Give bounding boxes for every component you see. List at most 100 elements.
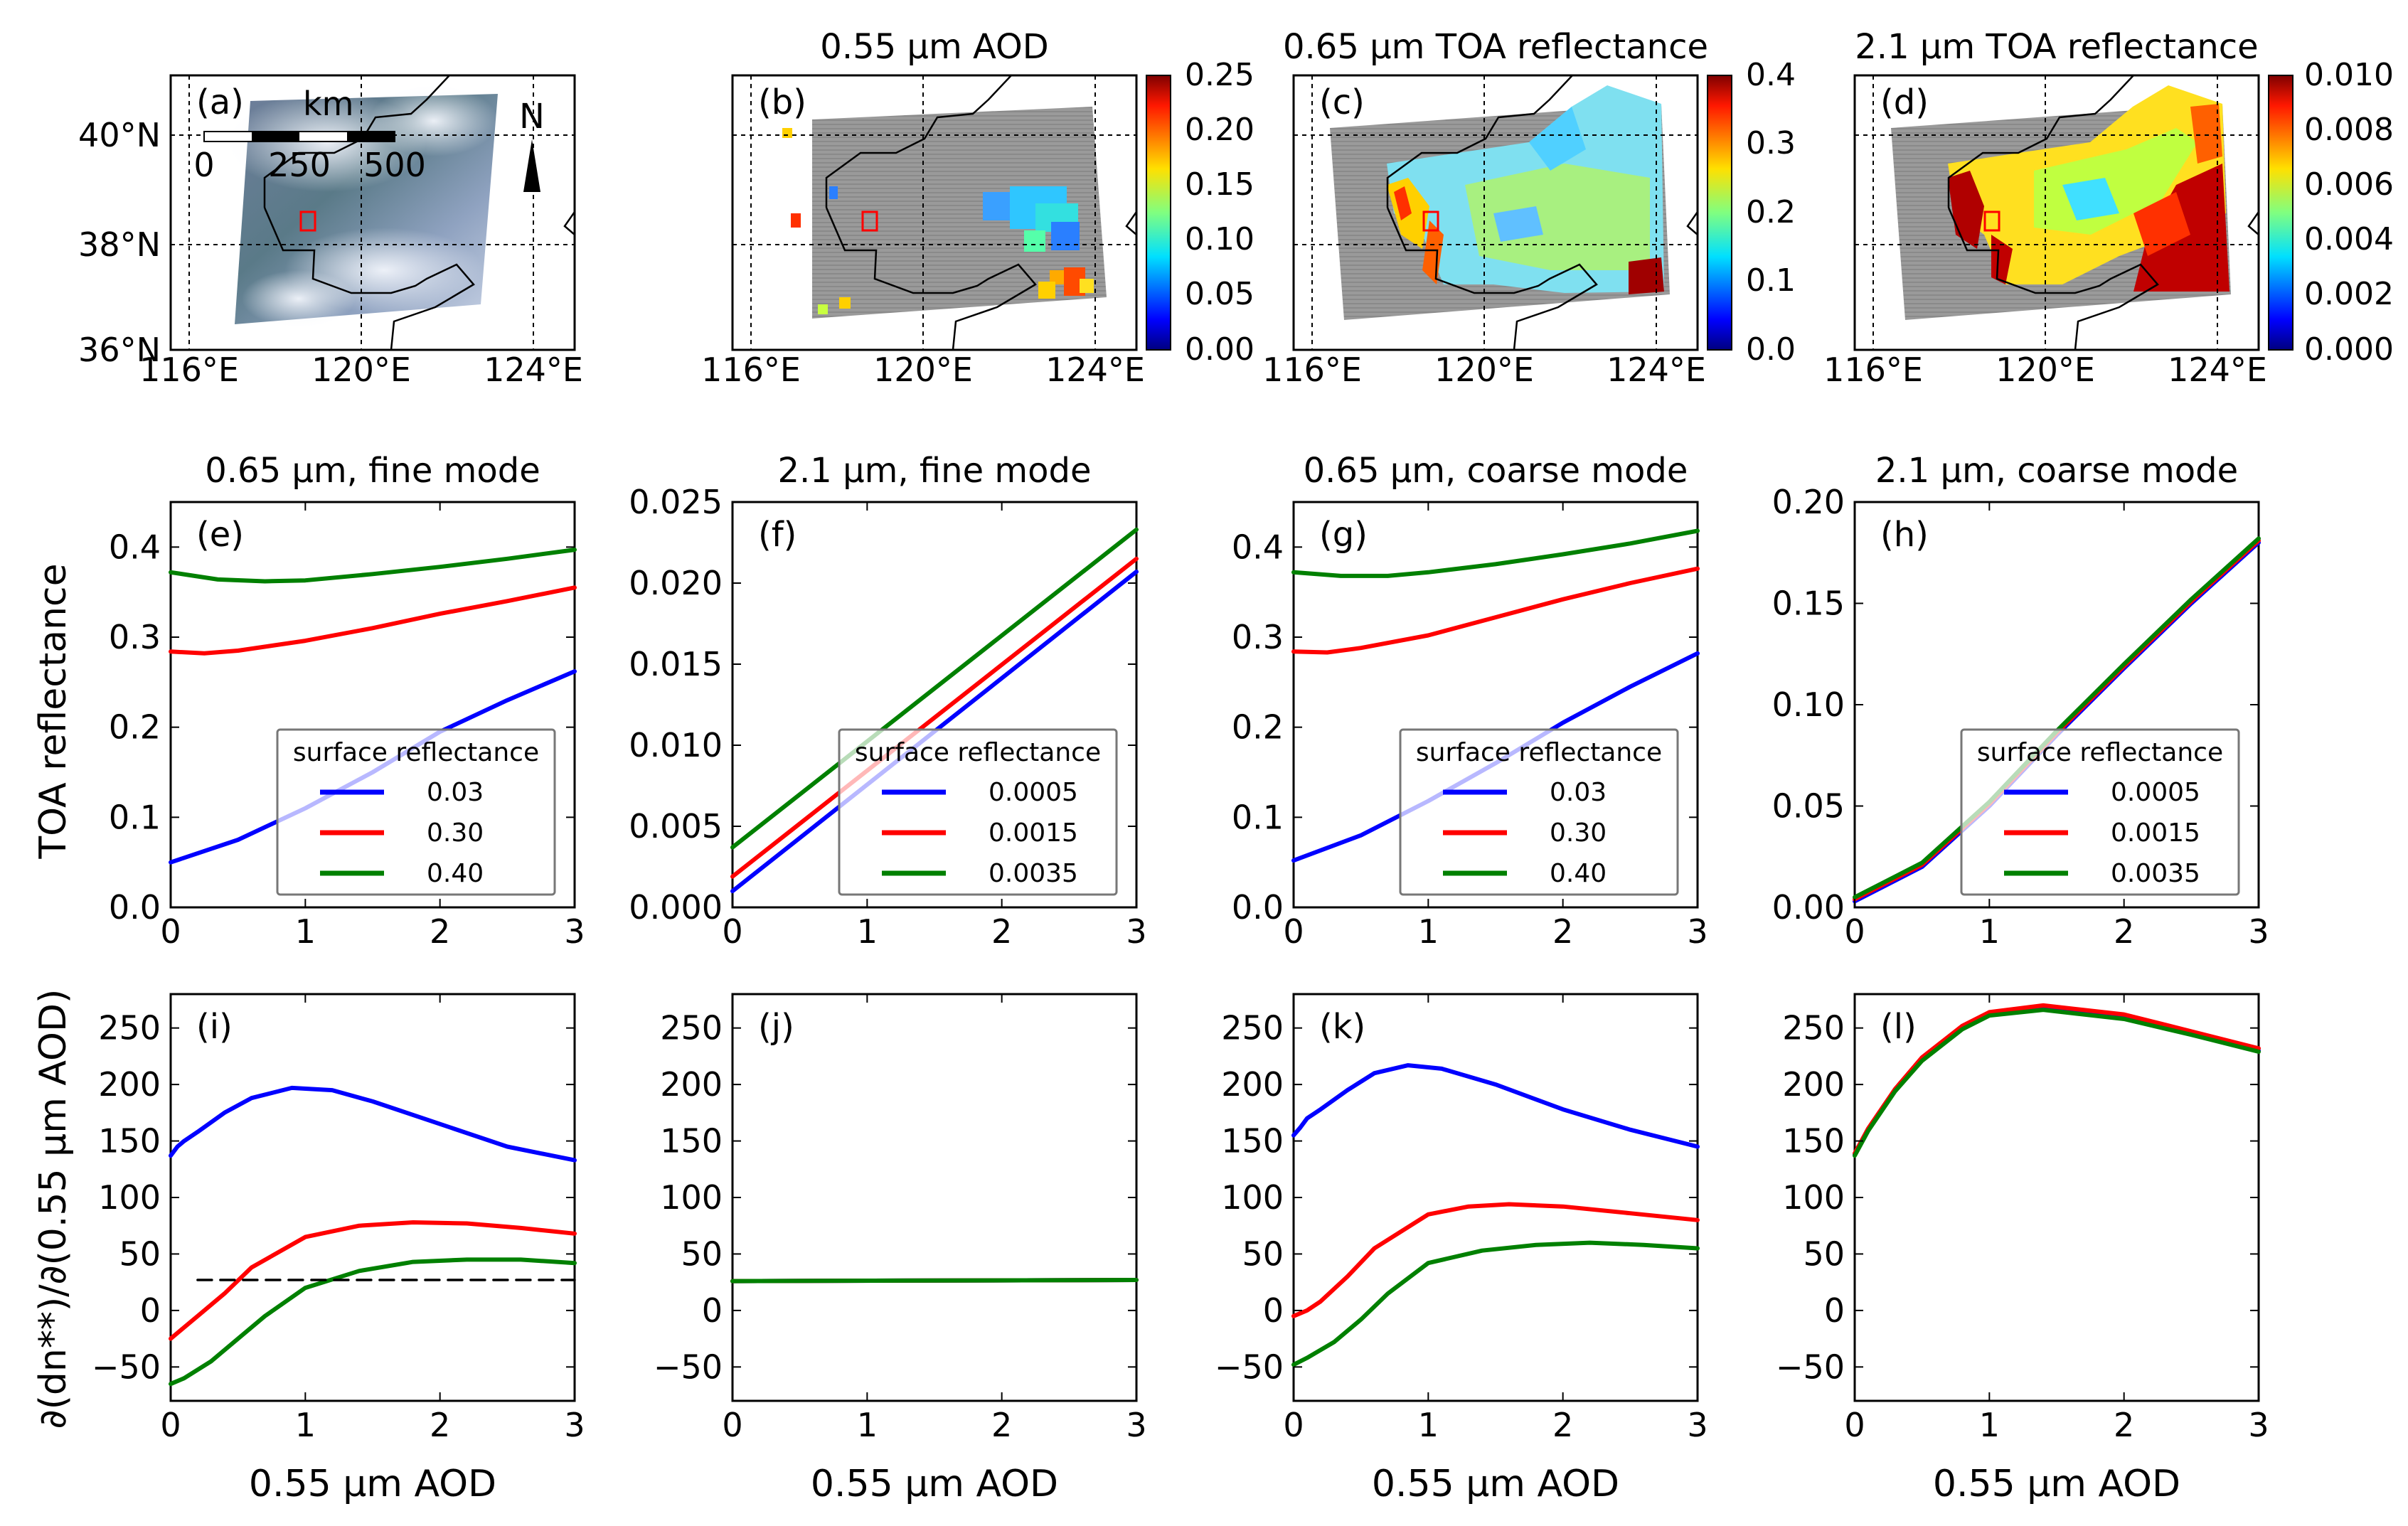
legend-entry: 0.30 — [1550, 818, 1607, 848]
colorbar-tick: 0.15 — [1185, 166, 1254, 203]
x-tick-label: 3 — [1687, 912, 1708, 951]
legend-frame — [1960, 728, 2240, 896]
chart-panel-i: 0 1 2 3 −50 0 50 100 150 200 250 (i) 0.55 μm AOD — [92, 993, 585, 1505]
scalebar-label-0: 0 — [193, 146, 214, 184]
map-title-d: 2.1 μm TOA reflectance — [1855, 27, 2258, 67]
x-tick-label: 1 — [1979, 912, 2000, 951]
panel-label: (h) — [1880, 515, 1929, 555]
y-tick-label: 0.3 — [109, 618, 161, 656]
y-tick-label: 0.05 — [1772, 787, 1845, 826]
y-tick-label: 0.1 — [1232, 798, 1284, 836]
y-tick-label: 0.025 — [629, 483, 723, 521]
y-tick-label: −50 — [654, 1348, 723, 1386]
y-tick-label: 150 — [1221, 1122, 1284, 1160]
x-tick-label: 1 — [1418, 912, 1439, 951]
x-tick-label: 1 — [1979, 1406, 2000, 1444]
y-tick-label: 0.000 — [629, 888, 723, 927]
panel-label: (e) — [196, 515, 244, 555]
lon-tick-120: 120°E — [311, 351, 411, 389]
y-tick-label: 250 — [1782, 1009, 1845, 1047]
lon-tick-124: 124°E — [1607, 351, 1706, 389]
colorbar-tick: 0.20 — [1185, 112, 1254, 148]
x-tick-label: 3 — [1126, 912, 1146, 951]
lon-tick-120: 120°E — [1996, 351, 2095, 389]
colorbar-tick: 0.25 — [1185, 57, 1254, 93]
y-tick-label: 0.005 — [629, 807, 723, 845]
lon-tick-116: 116°E — [701, 351, 801, 389]
y-tick-label: 100 — [1221, 1178, 1284, 1217]
legend-entry: 0.0005 — [989, 778, 1078, 807]
series-line-red — [730, 556, 1139, 879]
lon-tick-116: 116°E — [1823, 351, 1923, 389]
series-line-red — [169, 1220, 577, 1341]
x-tick-label: 0 — [160, 912, 181, 951]
y-tick-label: 0 — [140, 1291, 161, 1330]
y-tick-label: 0 — [1824, 1291, 1845, 1330]
panel-label: (g) — [1319, 515, 1368, 555]
series-line-green — [730, 1278, 1139, 1284]
scalebar-label-250: 250 — [268, 146, 331, 184]
y-tick-label: 0.2 — [1232, 708, 1284, 747]
x-axis-label: 0.55 μm AOD — [1933, 1463, 2180, 1505]
aod-field — [782, 107, 1107, 319]
y-tick-label: 0 — [1263, 1291, 1284, 1330]
plot-area — [1853, 993, 2260, 1402]
panel-label: (l) — [1880, 1007, 1917, 1047]
colorbar-tick: 0.05 — [1185, 276, 1254, 312]
scalebar-label-500: 500 — [363, 146, 426, 184]
colorbar-ticks: 0.010 0.008 0.006 0.004 0.002 0.000 — [2304, 57, 2394, 368]
y-tick-label: 0.00 — [1772, 888, 1845, 927]
chart-title: 0.65 μm, coarse mode — [1304, 451, 1688, 491]
lat-tick-40: 40°N — [78, 116, 161, 154]
series-line-green — [169, 548, 577, 584]
reflectance-21-field — [1891, 85, 2231, 320]
series-line-green — [169, 1257, 577, 1387]
y-tick-label: 0.1 — [109, 798, 161, 836]
y-tick-label: 0.2 — [109, 708, 161, 747]
x-tick-label: 3 — [564, 912, 585, 951]
panel-label: (f) — [758, 515, 797, 555]
y-tick-label: 50 — [1242, 1234, 1284, 1273]
legend-frame — [1399, 728, 1679, 896]
colorbar-tick: 0.00 — [1185, 331, 1254, 368]
x-tick-label: 1 — [857, 1406, 878, 1444]
colorbar-tick: 0.008 — [2304, 112, 2394, 148]
series-line-blue — [169, 1085, 577, 1163]
y-tick-label: 150 — [98, 1122, 161, 1160]
legend-entry: 0.03 — [427, 778, 484, 807]
x-tick-label: 1 — [857, 912, 878, 951]
study-region-box — [1983, 210, 2001, 232]
y-tick-label: 150 — [1782, 1122, 1845, 1160]
y-tick-label: 200 — [1782, 1065, 1845, 1104]
north-arrow: N — [519, 97, 545, 192]
map-panel-c: (c) 0.65 μm TOA reflectance 116°E 120°E … — [1262, 27, 1796, 389]
y-tick-label: 150 — [660, 1122, 723, 1160]
colorbar-tick: 0.4 — [1746, 57, 1796, 93]
lon-tick-120: 120°E — [1434, 351, 1534, 389]
panel-label-d: (d) — [1880, 82, 1929, 122]
colorbar-tick: 0.3 — [1746, 125, 1796, 161]
legend-frame — [838, 728, 1118, 896]
chart-panel-l: 0 1 2 3 −50 0 50 100 150 200 250 (l) 0.55 μm AOD — [1776, 993, 2269, 1505]
panel-label-a: (a) — [196, 82, 244, 122]
lon-tick-124: 124°E — [2168, 351, 2267, 389]
chart-panel-j: 0 1 2 3 −50 0 50 100 150 200 250 (j) 0.55 μm AOD — [654, 993, 1147, 1505]
panel-label: (i) — [196, 1007, 233, 1047]
x-tick-label: 3 — [1687, 1406, 1708, 1444]
x-tick-label: 0 — [722, 1406, 742, 1444]
x-tick-label: 3 — [2248, 912, 2269, 951]
y-tick-label: 0.4 — [1232, 528, 1284, 566]
study-region-box — [1422, 210, 1439, 232]
y-tick-label: 100 — [98, 1178, 161, 1217]
legend: surface reflectance 0.03 0.30 0.40 — [276, 728, 556, 896]
x-tick-label: 3 — [1126, 1406, 1146, 1444]
y-tick-label: −50 — [1215, 1348, 1284, 1386]
chart-title: 2.1 μm, fine mode — [778, 451, 1092, 491]
x-tick-label: 3 — [564, 1406, 585, 1444]
colorbar-tick: 0.000 — [2304, 331, 2394, 368]
panel-label: (j) — [758, 1007, 794, 1047]
y-tick-label: 0.0 — [1232, 888, 1284, 927]
y-tick-label: 250 — [1221, 1009, 1284, 1047]
y-tick-label: 0.3 — [1232, 618, 1284, 656]
legend-title: surface reflectance — [855, 738, 1101, 767]
